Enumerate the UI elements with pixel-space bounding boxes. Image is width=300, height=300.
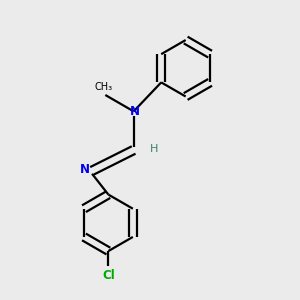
Text: Cl: Cl bbox=[102, 269, 115, 282]
Text: H: H bbox=[150, 143, 159, 154]
Text: CH₃: CH₃ bbox=[95, 82, 113, 92]
Text: N: N bbox=[130, 105, 140, 118]
Text: N: N bbox=[80, 163, 90, 176]
